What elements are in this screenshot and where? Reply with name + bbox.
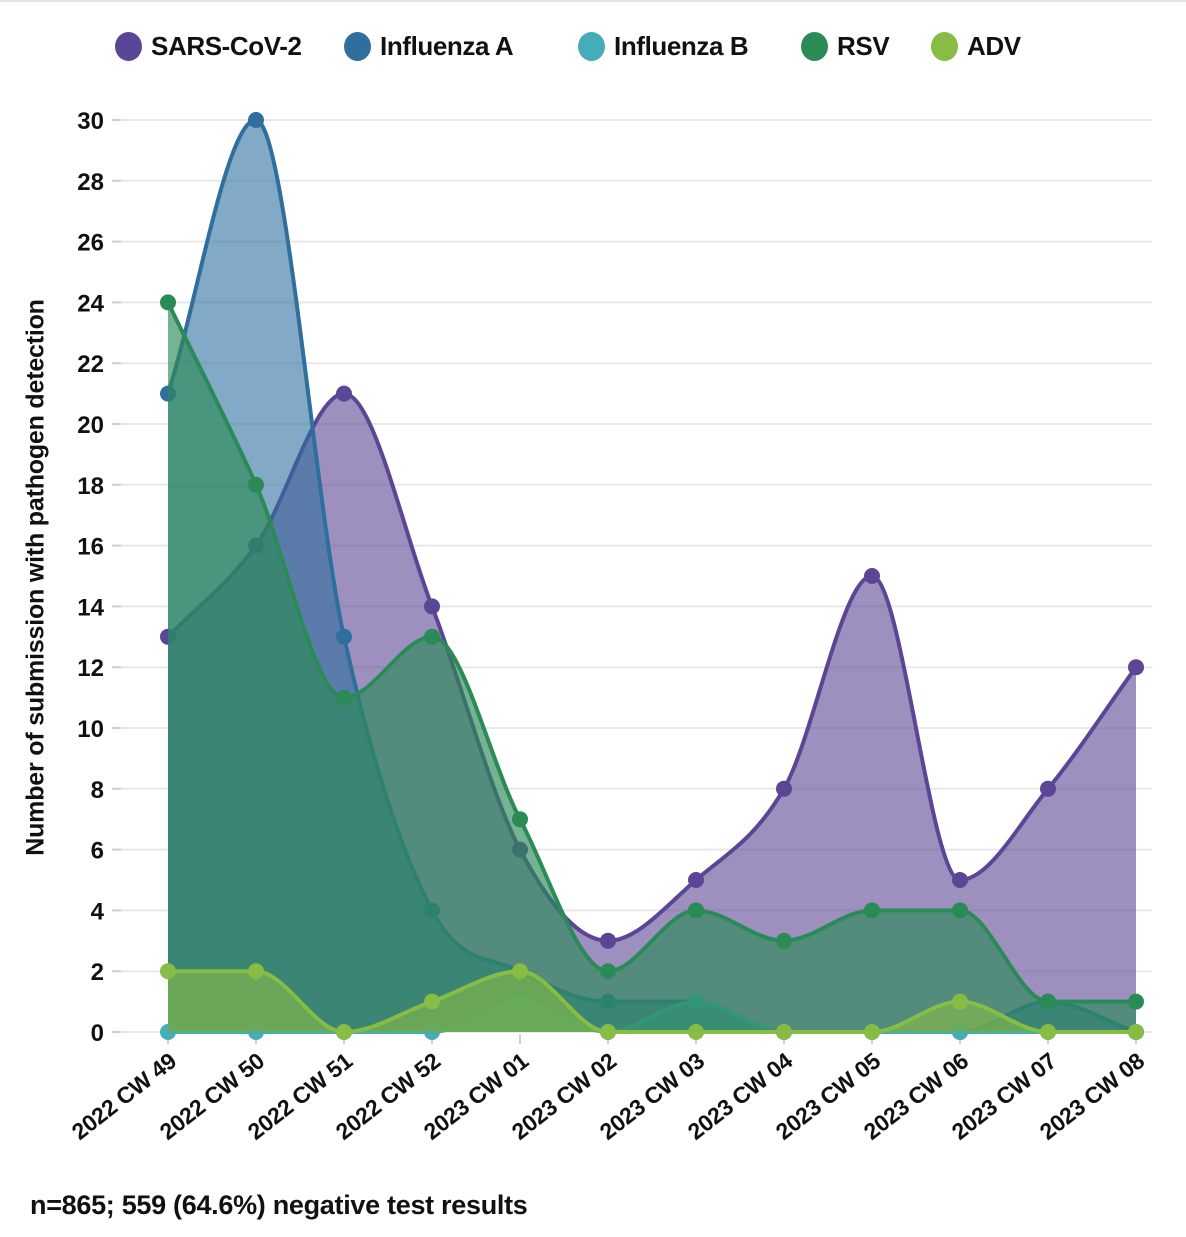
legend-item-rsv[interactable]: RSV [801, 31, 890, 62]
data-point-rsv[interactable] [336, 689, 352, 706]
legend-dot-icon [578, 32, 605, 61]
data-point-adv[interactable] [424, 993, 440, 1010]
data-point-sars-cov-2[interactable] [424, 598, 440, 615]
legend-dot-icon [344, 32, 371, 61]
data-point-rsv[interactable] [248, 476, 264, 493]
legend-label: RSV [837, 31, 890, 61]
legend-dot-icon [801, 32, 828, 61]
y-tick-label: 10 [77, 716, 104, 743]
data-point-rsv[interactable] [160, 294, 176, 311]
data-point-rsv[interactable] [688, 902, 704, 919]
data-point-rsv[interactable] [600, 963, 616, 980]
y-tick-label: 2 [91, 959, 104, 986]
data-point-sars-cov-2[interactable] [1128, 659, 1144, 676]
y-tick-label: 6 [91, 838, 104, 865]
legend-item-influenza-a[interactable]: Influenza A [344, 31, 514, 62]
footnote: n=865; 559 (64.6%) negative test results [30, 1190, 528, 1220]
data-point-rsv[interactable] [512, 811, 528, 828]
y-tick-label: 28 [77, 169, 104, 196]
y-tick-label: 20 [77, 412, 104, 439]
y-tick-label: 26 [77, 230, 104, 257]
legend-item-sars-cov-2[interactable]: SARS-CoV-2 [115, 31, 302, 62]
data-point-sars-cov-2[interactable] [952, 872, 968, 888]
data-point-adv[interactable] [864, 1024, 880, 1040]
data-point-adv[interactable] [776, 1024, 792, 1040]
series-line-adv [166, 969, 1138, 1035]
data-point-adv[interactable] [600, 1024, 616, 1040]
data-point-rsv[interactable] [1128, 993, 1144, 1010]
legend-item-adv[interactable]: ADV [931, 31, 1021, 62]
data-point-influenza-a[interactable] [336, 628, 352, 645]
data-point-adv[interactable] [952, 993, 968, 1010]
y-tick-label: 30 [77, 108, 104, 135]
data-point-rsv[interactable] [952, 902, 968, 919]
legend-label: ADV [967, 31, 1021, 61]
data-point-rsv[interactable] [864, 902, 880, 919]
y-tick-label: 14 [77, 594, 104, 621]
data-point-sars-cov-2[interactable] [1040, 780, 1056, 797]
y-tick-label: 16 [77, 534, 104, 561]
data-point-influenza-a[interactable] [248, 112, 264, 128]
y-tick-label: 18 [77, 473, 104, 500]
data-point-adv[interactable] [688, 1024, 704, 1040]
y-tick-label: 22 [77, 351, 104, 378]
series-area-rsv [168, 302, 1136, 1032]
data-point-adv[interactable] [1128, 1024, 1144, 1040]
legend-dot-icon [115, 32, 142, 61]
data-point-sars-cov-2[interactable] [688, 872, 704, 888]
data-point-sars-cov-2[interactable] [776, 780, 792, 797]
y-tick-label: 8 [91, 777, 104, 804]
y-tick-label: 4 [91, 898, 105, 925]
data-point-adv[interactable] [1040, 1024, 1056, 1040]
y-tick-label: 0 [91, 1020, 104, 1047]
data-point-adv[interactable] [160, 963, 176, 980]
data-point-sars-cov-2[interactable] [600, 932, 616, 949]
y-tick-label: 24 [77, 290, 104, 317]
data-point-adv[interactable] [512, 963, 528, 980]
legend-label: SARS-CoV-2 [151, 31, 302, 61]
data-point-rsv[interactable] [1040, 993, 1056, 1010]
legend-item-influenza-b[interactable]: Influenza B [578, 31, 749, 62]
legend-dot-icon [931, 32, 958, 61]
legend-label: Influenza B [614, 31, 749, 61]
y-tick-label: 12 [77, 655, 104, 682]
series-area-adv [168, 971, 1136, 1032]
data-point-rsv[interactable] [776, 932, 792, 949]
data-point-sars-cov-2[interactable] [336, 385, 352, 402]
data-point-sars-cov-2[interactable] [864, 568, 880, 584]
legend-label: Influenza A [380, 31, 514, 61]
data-point-rsv[interactable] [424, 628, 440, 645]
data-point-adv[interactable] [336, 1024, 352, 1040]
data-point-adv[interactable] [248, 963, 264, 980]
